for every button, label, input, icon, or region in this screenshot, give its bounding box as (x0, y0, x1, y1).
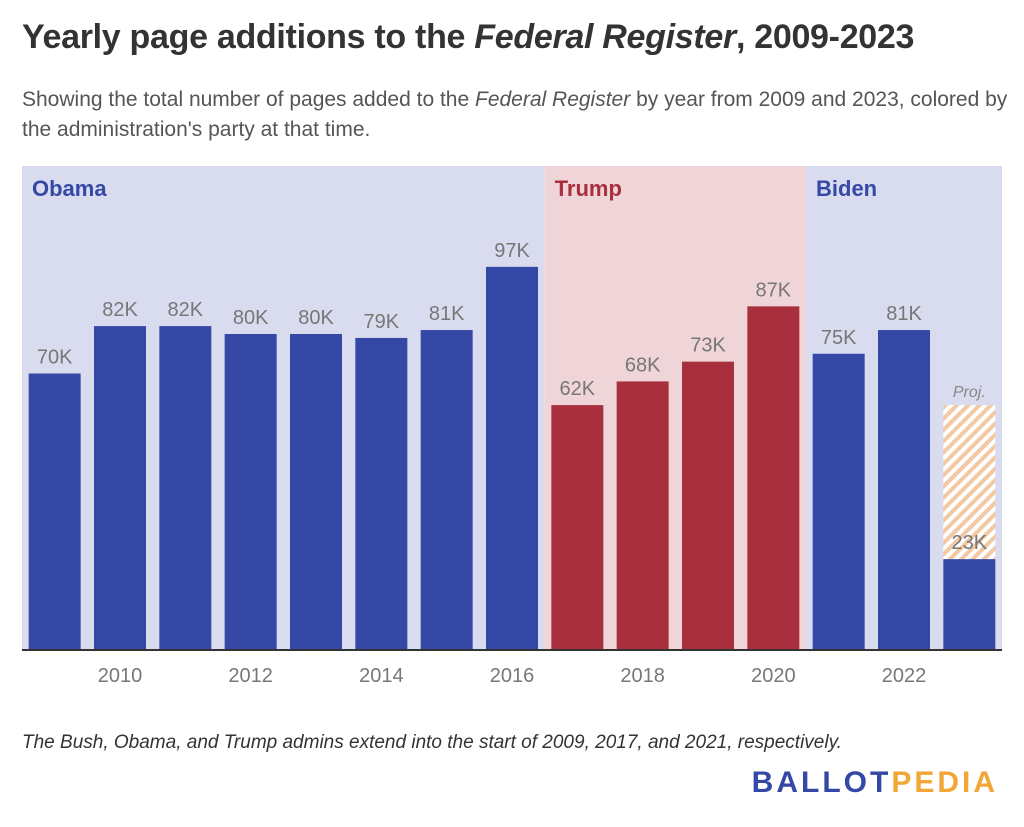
x-tick-label-2014: 2014 (359, 665, 404, 687)
bar-2010 (94, 326, 146, 650)
title-italic: Federal Register (474, 18, 736, 56)
bar-2023 (943, 559, 996, 650)
bar-2017 (551, 405, 604, 650)
ballotpedia-logo[interactable]: BALLOTPEDIA (752, 766, 998, 800)
footnote: The Bush, Obama, and Trump admins extend… (22, 732, 842, 753)
value-label-2019: 73K (690, 335, 726, 357)
value-label-2023: 23K (952, 532, 988, 554)
subtitle-italic: Federal Register (475, 88, 631, 111)
bar-2022 (878, 330, 930, 650)
title-suffix: , 2009-2023 (735, 18, 915, 56)
value-label-2022: 81K (886, 303, 922, 325)
bar-2021 (812, 353, 865, 650)
chart-subtitle: Showing the total number of pages added … (22, 85, 1012, 145)
chart-title: Yearly page additions to the Federal Reg… (22, 18, 914, 57)
bar-2011 (159, 326, 212, 650)
bar-2014 (355, 337, 408, 650)
x-tick-label-2016: 2016 (490, 665, 535, 687)
logo-part1: BALLOT (751, 766, 892, 799)
x-tick-label-2022: 2022 (882, 665, 927, 687)
value-label-2014: 79K (364, 311, 400, 333)
admin-label-trump: Trump (555, 176, 622, 201)
x-tick-label-2018: 2018 (620, 665, 665, 687)
bar-2009 (28, 373, 81, 650)
value-label-2017: 62K (560, 378, 596, 400)
x-tick-label-2020: 2020 (751, 665, 796, 687)
projection-label: Proj. (953, 384, 986, 401)
value-label-2015: 81K (429, 303, 465, 325)
value-label-2018: 68K (625, 354, 661, 376)
value-label-2012: 80K (233, 307, 269, 329)
bar-2013 (290, 334, 342, 650)
value-label-2021: 75K (821, 327, 857, 349)
value-label-2009: 70K (37, 347, 73, 369)
bar-2019 (682, 361, 734, 650)
admin-label-biden: Biden (816, 176, 877, 201)
title-prefix: Yearly page additions to the (22, 18, 475, 56)
bar-2018 (616, 381, 669, 650)
value-label-2010: 82K (102, 299, 138, 321)
value-label-2016: 97K (494, 240, 530, 262)
subtitle-prefix: Showing the total number of pages added … (22, 88, 475, 111)
logo-part2: PEDIA (891, 766, 998, 799)
value-label-2011: 82K (168, 299, 204, 321)
value-label-2020: 87K (756, 279, 792, 301)
x-tick-label-2010: 2010 (98, 665, 143, 687)
bar-2020 (747, 306, 800, 650)
x-tick-label-2012: 2012 (228, 665, 273, 687)
bar-2012 (224, 334, 277, 650)
bar-2016 (486, 266, 538, 650)
admin-label-obama: Obama (32, 176, 107, 201)
bar-2015 (420, 330, 473, 650)
bar-chart: Obama Trump Biden Proj. 70K 82K 82K 80K 80K 79K 8… (22, 166, 1002, 687)
value-label-2013: 80K (298, 307, 334, 329)
subtitle-suffix: by year from 2009 and 2023, colored by t… (22, 88, 1008, 141)
